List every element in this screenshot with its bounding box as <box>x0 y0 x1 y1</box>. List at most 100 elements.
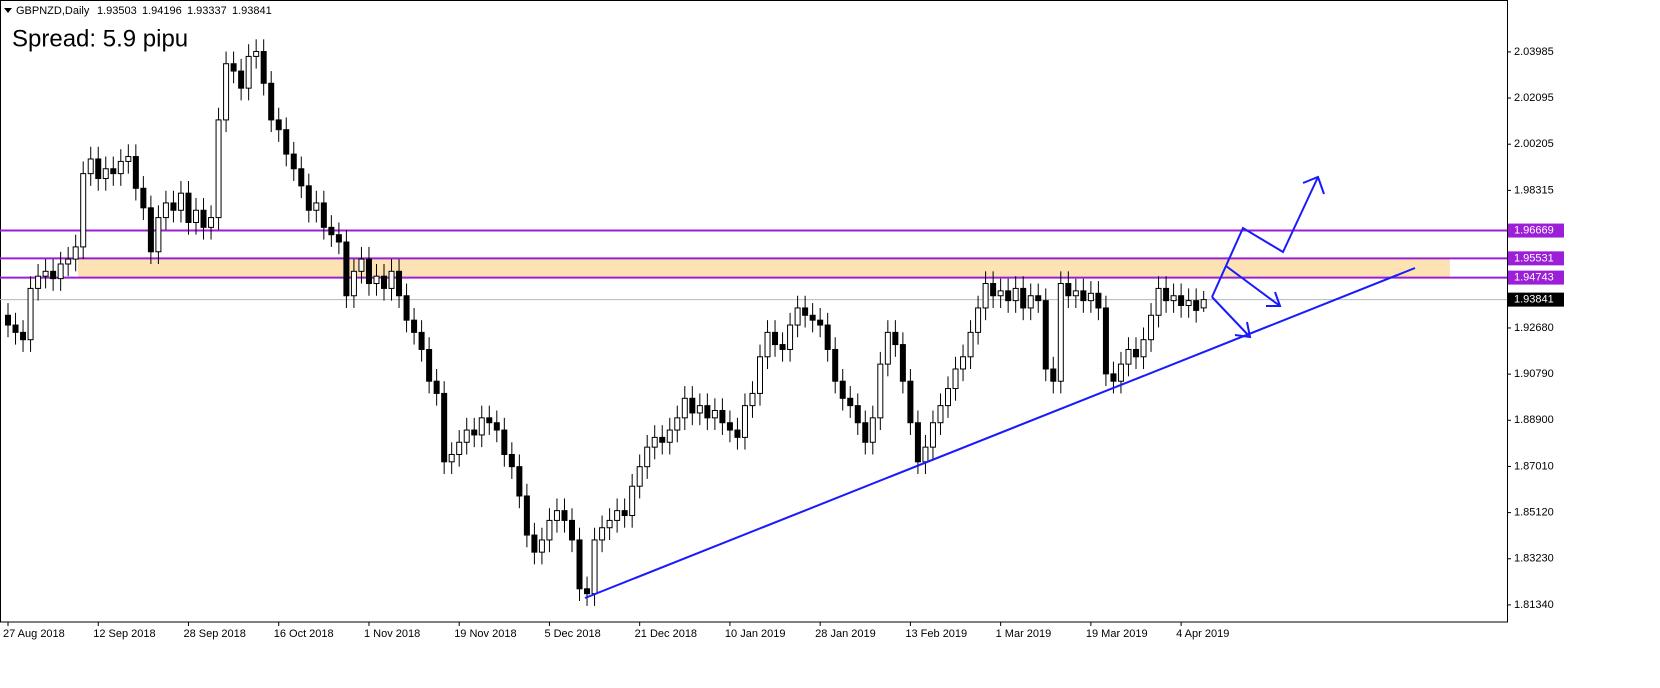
candle-body <box>726 422 733 431</box>
level-label-box <box>1508 251 1564 266</box>
candle-body <box>486 417 493 424</box>
x-tick-label: 28 Jan 2019 <box>815 628 876 640</box>
candle-body <box>839 380 846 399</box>
x-tick-label: 10 Jan 2019 <box>725 628 786 640</box>
axes: 2.03985 2.02095 2.00205 1.98315 1.92680 1.907… <box>3 46 1564 640</box>
candle-body <box>553 510 560 521</box>
candle-body <box>674 417 681 431</box>
candle-body <box>117 160 124 175</box>
low-value: 1.93337 <box>187 5 227 17</box>
candle-body <box>606 519 613 529</box>
candle-body <box>809 314 816 321</box>
candle-body <box>764 331 771 358</box>
candle-body <box>65 258 72 265</box>
candle-body <box>238 70 245 89</box>
candle-body <box>110 168 117 175</box>
candle-body <box>614 510 621 521</box>
candle-body <box>147 207 154 253</box>
x-tick-label: 27 Aug 2018 <box>3 628 65 640</box>
candle-body <box>358 258 365 272</box>
y-tick-label: 1.87010 <box>1514 460 1554 472</box>
candle-body <box>644 446 651 468</box>
candle-body <box>1012 287 1019 302</box>
candle-body <box>508 453 515 468</box>
candle-body <box>937 405 944 424</box>
candle-body <box>952 368 959 390</box>
candle-body <box>734 429 741 438</box>
candle-body <box>132 156 139 189</box>
candle-body <box>1133 348 1139 358</box>
candle-body <box>576 539 583 590</box>
candle-body <box>456 441 463 455</box>
candle-body <box>1027 295 1034 309</box>
candle-body <box>328 226 335 236</box>
candle-body <box>967 331 974 358</box>
candle-body <box>1080 290 1087 302</box>
candle-body <box>907 380 914 424</box>
candle-body <box>636 466 643 487</box>
x-tick-label: 1 Mar 2019 <box>996 628 1052 640</box>
candle-body <box>253 51 260 57</box>
arrow-head <box>1266 291 1282 307</box>
level-label-box <box>1508 223 1564 238</box>
candle-body <box>877 363 884 419</box>
candle-body <box>140 187 147 209</box>
candle-body <box>659 436 666 443</box>
candle-body <box>245 55 252 89</box>
candle-body <box>719 410 726 424</box>
candle-body <box>1200 299 1207 309</box>
y-tick-label: 1.85120 <box>1514 507 1554 519</box>
candle-body <box>162 202 169 219</box>
x-tick-label: 12 Sep 2018 <box>93 628 155 640</box>
candle-body <box>1117 363 1124 382</box>
candle-body <box>1065 283 1072 297</box>
candle-body <box>403 295 410 321</box>
symbol: GBPNZD,Daily <box>16 5 90 17</box>
candle-body <box>1163 287 1170 302</box>
candle-body <box>862 422 869 443</box>
y-tick-label: 2.03985 <box>1514 46 1554 58</box>
candle-body <box>1005 290 1012 302</box>
candle-body <box>1050 368 1057 382</box>
candle-body <box>892 331 899 346</box>
candle-body <box>388 270 395 289</box>
x-tick-label: 21 Dec 2018 <box>635 628 697 640</box>
candle-body <box>27 287 34 341</box>
candle-body <box>1057 283 1064 382</box>
arrow-head <box>1302 175 1325 195</box>
candle-body <box>523 495 530 536</box>
candle-body <box>681 397 688 419</box>
candle-body <box>982 283 989 309</box>
y-tick-label: 1.90790 <box>1514 368 1554 380</box>
candle-body <box>817 319 824 326</box>
candle-body <box>418 331 425 350</box>
candle-body <box>260 51 267 84</box>
candle-body <box>997 290 1004 297</box>
candle-body <box>929 422 936 448</box>
x-tick-label: 5 Dec 2018 <box>544 628 600 640</box>
level-label: 1.95531 <box>1514 252 1554 264</box>
spread-annotation: Spread: 5.9 pipu <box>12 25 188 52</box>
candle-body <box>1193 300 1200 311</box>
candle-body <box>193 209 199 223</box>
high-value: 1.94196 <box>142 5 182 17</box>
candle-body <box>621 510 628 517</box>
header: GBPNZD,Daily 1.93503 1.94196 1.93337 1.9… <box>4 5 272 17</box>
candle-body <box>741 405 748 438</box>
candle-body <box>433 380 440 394</box>
plot-frame <box>0 0 1508 623</box>
candle-body <box>569 519 575 541</box>
candle-body <box>802 307 809 316</box>
candle-body <box>501 429 508 455</box>
candle-body <box>268 82 275 121</box>
candle-body <box>787 324 794 350</box>
candle-body <box>230 63 237 72</box>
candle-body <box>320 202 327 228</box>
candles <box>5 39 1207 606</box>
candle-body <box>1087 292 1094 302</box>
candle-body <box>223 63 230 121</box>
candle-body <box>50 270 57 280</box>
candle-body <box>35 275 42 289</box>
candle-body <box>1185 300 1192 307</box>
candle-body <box>1125 348 1132 365</box>
